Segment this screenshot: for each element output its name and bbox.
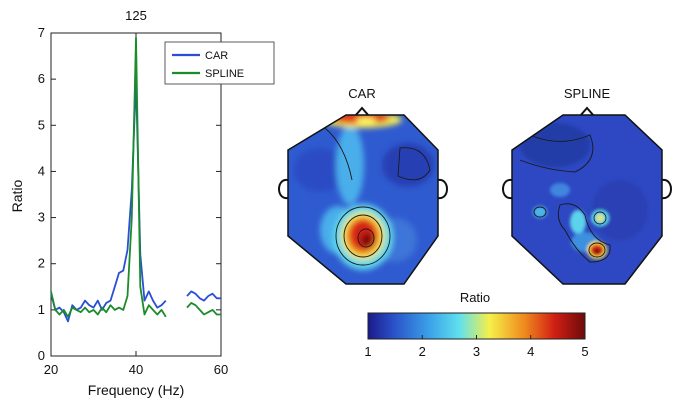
series-line-spline <box>186 301 221 316</box>
y-tick-label: 2 <box>38 256 45 271</box>
series-line-spline <box>50 36 167 318</box>
head-outline-spline <box>511 114 663 285</box>
x-tick-label: 20 <box>44 362 58 377</box>
line-chart: 0 1 2 3 4 5 6 7 20 40 60 125 Frequency (Hz) Ratio… <box>9 8 275 398</box>
topomap-title-car: CAR <box>348 86 375 101</box>
left-ear-icon <box>502 178 513 200</box>
colorbar-gradient <box>367 312 586 340</box>
topomap-field-car <box>288 115 438 284</box>
nose-icon <box>579 106 595 117</box>
topomap-spline: SPLINE <box>502 86 672 285</box>
series-line-car <box>186 290 221 302</box>
colorbar-tick-label: 5 <box>581 344 588 359</box>
colorbar-label: Ratio <box>460 290 490 305</box>
colorbar-ticks: 1 2 3 4 5 <box>364 335 589 359</box>
right-ear-icon <box>437 178 448 200</box>
x-axis: 20 40 60 <box>44 33 228 377</box>
y-tick-label: 7 <box>38 25 45 40</box>
legend-label-spline: SPLINE <box>205 68 244 80</box>
topomap-field-spline <box>512 115 662 284</box>
right-ear-icon <box>661 178 672 200</box>
left-ear-icon <box>278 178 289 200</box>
series-line-car <box>50 78 167 323</box>
colorbar-tick-label: 4 <box>527 344 534 359</box>
x-axis-label: Frequency (Hz) <box>88 382 184 398</box>
topomap-car: CAR <box>278 86 448 285</box>
x-tick-label: 40 <box>129 362 143 377</box>
y-tick-label: 6 <box>38 71 45 86</box>
x-tick-label: 60 <box>214 362 228 377</box>
y-tick-label: 0 <box>38 348 45 363</box>
head-outline-car <box>287 114 439 285</box>
colorbar: Ratio 1 2 3 4 5 <box>364 290 588 359</box>
y-tick-label: 5 <box>38 117 45 132</box>
legend-box <box>164 41 275 85</box>
topomap-title-spline: SPLINE <box>564 86 611 101</box>
y-tick-label: 3 <box>38 210 45 225</box>
series-group <box>50 36 221 323</box>
chart-title: 125 <box>125 8 147 23</box>
y-tick-label: 1 <box>38 302 45 317</box>
y-tick-label: 4 <box>38 163 45 178</box>
y-axis: 0 1 2 3 4 5 6 7 <box>38 25 221 363</box>
colorbar-tick-label: 3 <box>473 344 480 359</box>
y-axis-label: Ratio <box>9 179 25 212</box>
colorbar-tick-label: 2 <box>419 344 426 359</box>
legend-label-car: CAR <box>205 50 228 62</box>
legend: CAR SPLINE <box>164 41 275 85</box>
colorbar-tick-label: 1 <box>364 344 371 359</box>
nose-icon <box>354 106 370 117</box>
